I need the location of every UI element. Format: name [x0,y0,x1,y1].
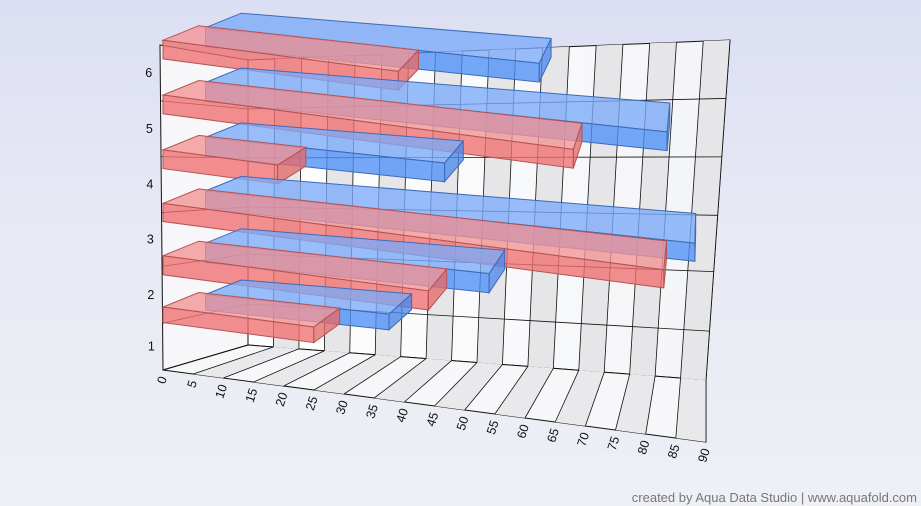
x-tick-label: 30 [333,399,351,417]
y-tick-label: 2 [147,288,154,302]
floor-stripe [676,378,706,442]
x-tick-label: 75 [605,435,623,453]
credit-text: created by Aqua Data Studio | www.aquafo… [632,490,917,505]
x-tick-label: 20 [273,391,291,409]
x-tick-label: 50 [454,415,472,433]
x-tick-label: 80 [635,439,653,457]
x-tick-label: 40 [394,407,412,425]
y-tick-label: 1 [148,340,155,354]
x-tick-label: 0 [154,375,169,386]
x-tick-label: 15 [243,387,261,405]
x-tick-label: 10 [213,383,231,401]
x-tick-label: 55 [484,419,502,437]
y-tick-label: 4 [146,178,153,192]
x-tick-label: 70 [575,431,593,449]
x-tick-label: 90 [695,447,713,465]
x-tick-label: 5 [185,379,200,390]
chart: 0 5 10 15 20 25 30 35 40 45 50 55 60 65 70 75 80 85 90 123… [0,0,921,506]
y-axis-ticks: 1 2 3 4 5 6 [145,66,155,354]
x-tick-label: 85 [665,443,683,461]
x-tick-label: 65 [544,427,562,445]
x-tick-label: 60 [514,423,532,441]
y-tick-label: 6 [145,66,152,80]
y-tick-label: 3 [147,232,154,246]
x-tick-label: 25 [303,395,321,413]
y-tick-label: 5 [146,122,153,136]
x-tick-label: 45 [424,411,442,429]
x-tick-label: 35 [363,403,381,421]
